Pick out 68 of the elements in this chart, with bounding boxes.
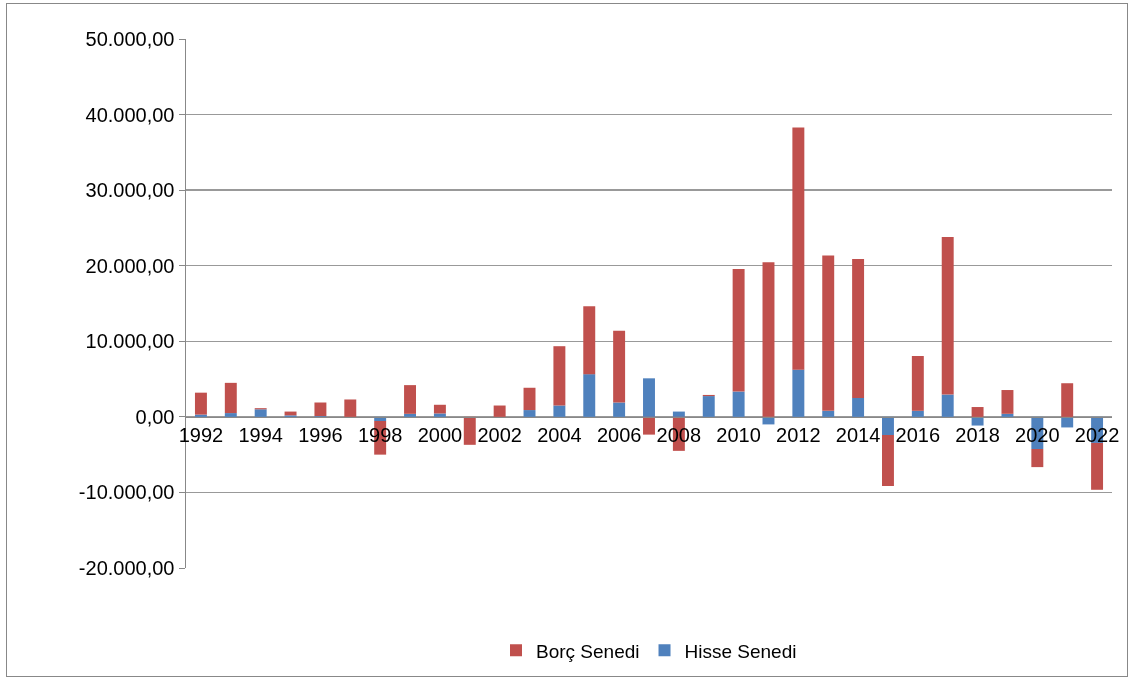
y-tick-label: 20.000,00 (85, 254, 175, 277)
bar (553, 346, 566, 406)
x-tick-label: 2006 (596, 424, 642, 447)
bar (1061, 383, 1074, 417)
x-tick-label: 2000 (417, 424, 463, 447)
bar (254, 409, 267, 417)
x-tick-label: 2012 (776, 424, 821, 447)
bar (941, 394, 954, 417)
bar (971, 416, 984, 426)
y-tick-label: 40.000,00 (85, 103, 175, 126)
x-tick-label: 2004 (537, 424, 582, 447)
bar (463, 416, 476, 445)
bar (523, 387, 536, 411)
y-tick-label: -20.000,00 (78, 557, 175, 579)
bar (971, 407, 984, 417)
x-tick-label: 1994 (238, 424, 283, 447)
legend-label: Hisse Senedi (684, 640, 797, 662)
bar (344, 399, 357, 417)
x-tick-label: 1992 (178, 424, 224, 447)
bar (881, 416, 894, 435)
bar (583, 306, 596, 375)
bar (822, 255, 835, 411)
legend-label: Borç Senedi (536, 640, 640, 662)
x-tick-label: 2018 (955, 424, 1000, 447)
bar (732, 269, 745, 392)
bar (792, 369, 805, 417)
bar (433, 404, 446, 414)
x-tick-label: 2014 (835, 424, 881, 447)
bar (553, 405, 566, 417)
y-tick-label: 0,00 (135, 405, 175, 428)
x-tick-label: 2010 (716, 424, 761, 447)
bar (792, 127, 805, 370)
bar (314, 402, 327, 417)
bar (224, 382, 237, 414)
y-tick-label: -10.000,00 (78, 481, 175, 504)
bar (852, 397, 865, 417)
y-tick-label: 50.000,00 (85, 28, 175, 50)
bar (583, 374, 596, 417)
bar (1001, 390, 1014, 414)
x-tick-label: 1996 (298, 424, 343, 447)
bar (1031, 448, 1044, 468)
bar (224, 413, 237, 417)
bar (852, 258, 865, 398)
bar (613, 402, 626, 417)
bar (1001, 413, 1014, 417)
bar (702, 396, 715, 417)
bar (404, 385, 417, 414)
bar (194, 392, 207, 415)
bar (881, 434, 894, 487)
bar (643, 378, 655, 417)
y-tick-label: 30.000,00 (85, 179, 175, 202)
bar (911, 356, 924, 411)
bar (672, 411, 685, 417)
bar (941, 237, 954, 395)
bar (1091, 442, 1104, 490)
x-tick-label: 2016 (895, 424, 941, 447)
bar (433, 413, 446, 417)
x-tick-label: 2002 (477, 424, 522, 447)
bar (732, 391, 745, 417)
bar (493, 405, 506, 417)
bar (613, 330, 626, 403)
bar (404, 413, 417, 417)
bar (523, 410, 536, 417)
bar (911, 410, 924, 417)
y-tick-label: 10.000,00 (85, 330, 175, 353)
bar (643, 416, 655, 435)
bar (822, 410, 835, 417)
bar (762, 262, 775, 417)
